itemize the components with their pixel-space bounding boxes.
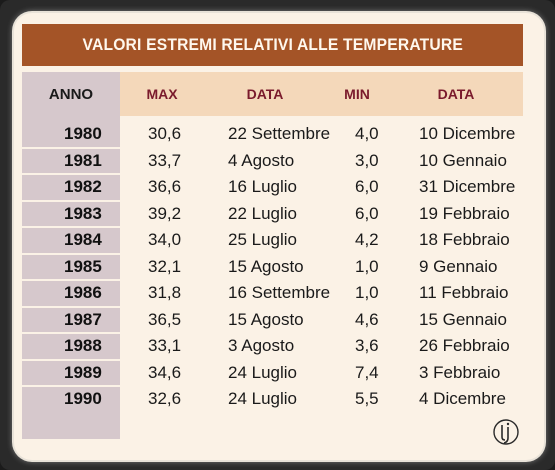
cell-data-max: 25 Luglio — [228, 230, 298, 249]
table-row: 1989 34,6 24 Luglio 7,4 3 Febbraio — [22, 361, 523, 385]
row-separator — [22, 332, 120, 334]
cell-min: 6,0 — [355, 177, 379, 196]
table-row: 1987 36,5 15 Agosto 4,6 15 Gennaio — [22, 308, 523, 332]
table-row: 1984 34,0 25 Luglio 4,2 18 Febbraio — [22, 228, 523, 252]
cell-max: 36,5 — [148, 309, 182, 329]
table-row: 1986 31,8 16 Settembre 1,0 11 Febbraio — [22, 281, 523, 305]
table-row: 1981 33,7 4 Agosto 3,0 10 Gennaio — [22, 149, 523, 173]
cell-data-max: 15 Agosto — [228, 256, 304, 276]
cell-min: 3,6 — [355, 336, 379, 355]
row-separator — [22, 305, 120, 308]
cell-min: 1,0 — [355, 256, 379, 276]
cell-data-max: 16 Settembre — [228, 283, 331, 302]
header-min: MIN — [344, 86, 370, 102]
cell-min: 4,6 — [355, 309, 379, 329]
cell-data-max: 22 Settembre — [228, 124, 331, 143]
cell-data-min: 9 Gennaio — [419, 256, 498, 276]
cell-max: 34,6 — [148, 362, 182, 382]
cell-data-min: 3 Febbraio — [419, 362, 501, 382]
cell-data-min: 11 Febbraio — [419, 283, 509, 302]
cell-data-min: 19 Febbraio — [419, 203, 510, 223]
table-row: 1982 36,6 16 Luglio 6,0 31 Dicembre — [22, 175, 523, 199]
cell-data-max: 4 Agosto — [228, 150, 295, 170]
cell-anno: 1990 — [64, 389, 102, 408]
cell-anno: 1988 — [64, 336, 102, 355]
row-separator — [22, 252, 120, 255]
cell-anno: 1989 — [64, 362, 102, 382]
cell-data-max: 22 Luglio — [228, 203, 298, 223]
cell-max: 30,6 — [148, 124, 182, 143]
anno-column-background — [22, 72, 120, 439]
cell-anno: 1980 — [64, 124, 102, 143]
cell-anno: 1986 — [64, 283, 102, 302]
row-separator — [22, 173, 120, 175]
header-data-min: DATA — [437, 86, 475, 102]
cell-min: 5,5 — [355, 389, 379, 408]
row-separator — [22, 279, 120, 281]
cell-anno: 1985 — [64, 256, 102, 276]
row-separator — [22, 199, 120, 202]
cell-data-min: 26 Febbraio — [419, 336, 510, 355]
header-data-max: DATA — [246, 86, 284, 102]
cell-data-max: 16 Luglio — [228, 177, 298, 196]
cell-data-max: 24 Luglio — [228, 389, 298, 408]
cell-anno: 1981 — [64, 150, 102, 170]
cell-min: 4,0 — [355, 124, 379, 143]
header-max: MAX — [146, 86, 178, 102]
cell-data-min: 15 Gennaio — [419, 309, 507, 329]
table-row: 1980 30,6 22 Settembre 4,0 10 Dicembre — [22, 122, 523, 146]
cell-min: 1,0 — [355, 283, 379, 302]
row-separator — [22, 146, 120, 149]
table-row: 1983 39,2 22 Luglio 6,0 19 Febbraio — [22, 202, 523, 226]
table-row: 1988 33,1 3 Agosto 3,6 26 Febbraio — [22, 334, 523, 358]
cell-anno: 1984 — [64, 230, 102, 249]
cell-max: 32,1 — [148, 256, 182, 276]
cell-data-max: 3 Agosto — [228, 336, 295, 355]
cell-max: 31,8 — [148, 283, 182, 302]
cell-max: 33,1 — [148, 336, 182, 355]
cell-data-min: 31 Dicembre — [419, 177, 516, 196]
table-title-bar: VALORI ESTREMI RELATIVI ALLE TEMPERATURE — [22, 24, 523, 66]
cell-min: 6,0 — [355, 203, 379, 223]
circle-letter-logo-icon — [493, 419, 519, 445]
cell-min: 3,0 — [355, 150, 379, 170]
cell-anno: 1982 — [64, 177, 102, 196]
cell-min: 7,4 — [355, 362, 379, 382]
cell-anno: 1983 — [64, 203, 102, 223]
cell-max: 39,2 — [148, 203, 182, 223]
cell-data-max: 24 Luglio — [228, 362, 298, 382]
cell-data-min: 4 Dicembre — [419, 389, 506, 408]
cell-max: 33,7 — [148, 150, 182, 170]
cell-max: 32,6 — [148, 389, 182, 408]
header-anno: ANNO — [48, 85, 94, 103]
cell-data-max: 15 Agosto — [228, 309, 304, 329]
cell-anno: 1987 — [64, 309, 102, 329]
row-separator — [22, 358, 120, 361]
cell-min: 4,2 — [355, 230, 379, 249]
cell-data-min: 10 Gennaio — [419, 150, 507, 170]
row-separator — [22, 385, 120, 387]
table-row: 1985 32,1 15 Agosto 1,0 9 Gennaio — [22, 255, 523, 279]
row-separator — [22, 226, 120, 228]
cell-max: 34,0 — [148, 230, 182, 249]
cell-data-min: 10 Dicembre — [419, 124, 516, 143]
cell-data-min: 18 Febbraio — [419, 230, 510, 249]
table-title: VALORI ESTREMI RELATIVI ALLE TEMPERATURE — [82, 35, 463, 54]
table-row: 1990 32,6 24 Luglio 5,5 4 Dicembre — [22, 387, 523, 411]
cell-max: 36,6 — [148, 177, 182, 196]
